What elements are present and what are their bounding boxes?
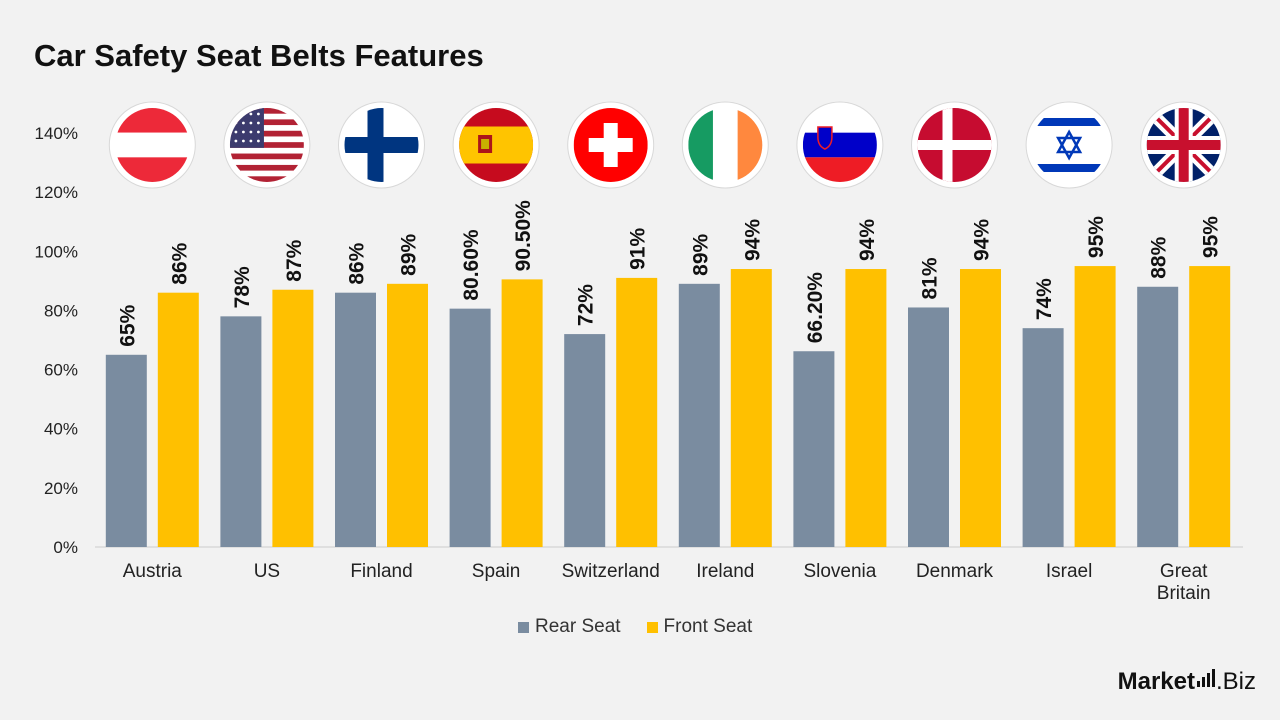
category-label: Finland: [350, 561, 412, 582]
ireland-flag-icon: [681, 101, 769, 189]
y-tick-label: 100%: [35, 242, 78, 261]
bar-rear: [1137, 286, 1179, 547]
y-tick-label: 20%: [44, 479, 78, 498]
bar-front: [730, 269, 772, 547]
data-label-rear: 81%: [919, 257, 942, 299]
data-label-front: 95%: [1200, 216, 1223, 258]
data-label-rear: 86%: [346, 242, 369, 284]
data-label-rear: 80.60%: [460, 229, 483, 301]
category-label: US: [254, 561, 280, 582]
data-label-front: 87%: [283, 239, 306, 281]
bar-rear: [335, 292, 376, 547]
slovenia-flag-icon: [796, 101, 884, 189]
bar-rear: [1022, 328, 1064, 547]
brand-suffix: .Biz: [1215, 668, 1256, 695]
bar-front: [501, 279, 543, 547]
category-label: Slovenia: [803, 561, 876, 582]
category-label: Great: [1160, 561, 1208, 582]
category-label: Britain: [1157, 583, 1211, 604]
legend-swatch-rear: [518, 621, 529, 633]
category-label: Spain: [472, 561, 521, 582]
israel-flag-icon: [1025, 101, 1113, 189]
legend-label-rear: Rear Seat: [535, 616, 621, 637]
data-label-front: 86%: [168, 242, 191, 284]
switzerland-flag-icon: [567, 101, 655, 189]
category-label: Austria: [123, 561, 183, 582]
legend-swatch-front: [646, 621, 658, 633]
spain-flag-icon: [452, 101, 540, 189]
data-label-rear: 65%: [116, 304, 139, 346]
category-label: Denmark: [916, 561, 994, 582]
bar-rear: [793, 351, 835, 547]
denmark-flag-icon: [911, 101, 998, 189]
data-label-front: 91%: [627, 228, 650, 270]
us-flag-icon: [223, 101, 311, 189]
bar-front: [616, 277, 658, 547]
legend-item-front: Front Seat: [646, 616, 753, 638]
bar-front: [1074, 266, 1116, 547]
y-tick-label: 80%: [44, 301, 78, 320]
legend-item-rear: Rear Seat: [518, 616, 621, 638]
bar-front: [157, 292, 199, 547]
data-label-rear: 78%: [231, 266, 254, 308]
finland-flag-icon: [338, 101, 425, 189]
bar-rear: [564, 334, 606, 547]
bar-rear: [105, 354, 147, 547]
bar-rear: [449, 308, 491, 547]
y-tick-label: 140%: [35, 124, 78, 143]
data-label-front: 89%: [398, 233, 421, 275]
bar-front: [272, 289, 314, 547]
data-label-front: 94%: [856, 219, 879, 261]
data-label-front: 95%: [1085, 216, 1108, 258]
legend: Rear Seat Front Seat: [518, 616, 752, 638]
chart-title: Car Safety Seat Belts Features: [34, 38, 484, 73]
brand-name: Market: [1117, 668, 1195, 695]
bar-rear: [220, 316, 262, 547]
y-tick-label: 120%: [35, 183, 78, 202]
brand-logo: Market .Biz: [1118, 668, 1256, 696]
data-label-rear: 66.20%: [804, 272, 827, 344]
y-tick-label: 0%: [53, 538, 78, 557]
data-label-front: 94%: [971, 219, 994, 261]
y-tick-label: 40%: [44, 420, 78, 439]
data-label-front: 90.50%: [512, 200, 535, 272]
bar-front: [387, 283, 428, 547]
bar-front: [960, 269, 1001, 547]
data-label-rear: 89%: [689, 233, 712, 275]
category-label: Switzerland: [562, 561, 660, 582]
data-label-rear: 88%: [1148, 236, 1171, 278]
category-label: Israel: [1046, 561, 1092, 582]
austria-flag-icon: [108, 101, 196, 189]
data-label-rear: 74%: [1033, 278, 1056, 320]
bar-front: [845, 269, 887, 547]
data-label-rear: 72%: [575, 284, 598, 326]
bar-chart-icon: [1196, 669, 1215, 687]
data-label-front: 94%: [741, 219, 764, 261]
bar-rear: [678, 283, 720, 547]
great-britain-flag-icon: [1140, 101, 1228, 189]
category-label: Ireland: [696, 561, 754, 582]
bar-front: [1189, 266, 1231, 547]
legend-label-front: Front Seat: [663, 616, 753, 637]
bar-rear: [908, 307, 949, 547]
y-tick-label: 60%: [44, 361, 78, 380]
